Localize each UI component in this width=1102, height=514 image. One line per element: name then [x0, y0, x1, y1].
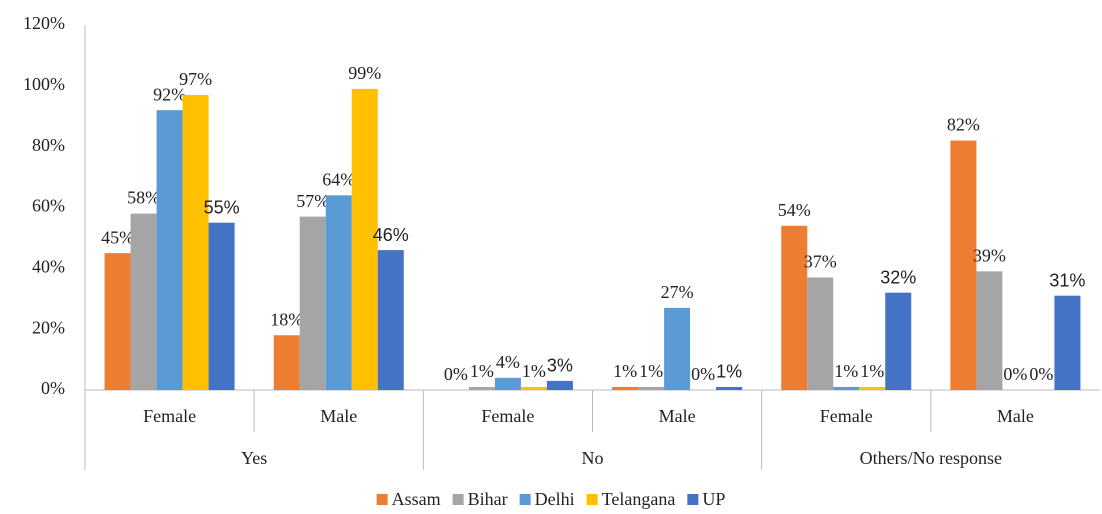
group-label: Others/No response — [860, 448, 1002, 468]
y-tick-label: 0% — [41, 378, 65, 398]
y-tick-label: 40% — [32, 256, 65, 276]
value-label: 0% — [1003, 364, 1027, 384]
legend-swatch — [687, 494, 699, 505]
x-tick-label: Male — [659, 406, 696, 426]
bar — [976, 271, 1003, 390]
x-tick-label: Male — [997, 406, 1034, 426]
x-tick-label: Female — [143, 406, 196, 426]
value-label: 0% — [444, 364, 468, 384]
value-label: 1% — [834, 361, 858, 381]
value-label: 64% — [322, 169, 355, 189]
y-tick-label: 80% — [32, 135, 65, 155]
value-label: 31% — [1049, 270, 1085, 290]
bar — [833, 386, 860, 390]
bar — [807, 277, 834, 390]
value-label: 1% — [613, 361, 637, 381]
value-label: 18% — [270, 309, 303, 329]
value-label: 54% — [778, 200, 811, 220]
bar — [156, 110, 183, 391]
bar — [885, 292, 912, 390]
y-tick-label: 60% — [32, 196, 65, 216]
value-label: 32% — [880, 267, 916, 287]
value-label: 1% — [716, 362, 742, 382]
bar — [612, 386, 639, 390]
bar — [299, 216, 326, 390]
y-tick-label: 100% — [23, 74, 65, 94]
value-label: 55% — [204, 197, 240, 217]
bar — [377, 250, 404, 390]
value-label: 97% — [179, 69, 212, 89]
legend-label: UP — [702, 489, 725, 509]
x-tick-label: Female — [481, 406, 534, 426]
value-label: 3% — [547, 356, 573, 376]
value-label: 1% — [522, 361, 546, 381]
bar — [130, 213, 157, 390]
bar — [546, 380, 573, 390]
value-label: 58% — [127, 188, 160, 208]
bar — [351, 88, 378, 390]
y-tick-label: 120% — [23, 13, 65, 33]
x-tick-label: Male — [320, 406, 357, 426]
bar — [520, 386, 547, 390]
group-label: No — [582, 448, 604, 468]
legend-label: Telangana — [602, 489, 676, 509]
bar — [273, 335, 300, 390]
legend-label: Bihar — [468, 489, 508, 509]
group-label: Yes — [241, 448, 267, 468]
bar — [716, 386, 743, 390]
y-tick-label: 20% — [32, 317, 65, 337]
bar — [950, 140, 977, 390]
value-label: 37% — [804, 252, 837, 272]
legend-label: Assam — [392, 489, 441, 509]
bar — [781, 225, 808, 390]
value-label: 45% — [101, 227, 134, 247]
value-label: 46% — [373, 225, 409, 245]
bar — [1054, 295, 1081, 390]
value-label: 4% — [496, 352, 520, 372]
bar — [638, 386, 665, 390]
bar — [325, 195, 352, 390]
value-label: 82% — [947, 115, 980, 135]
value-label: 99% — [348, 63, 381, 83]
value-label: 1% — [860, 361, 884, 381]
bar — [104, 253, 131, 390]
value-label: 27% — [661, 282, 694, 302]
value-label: 1% — [470, 361, 494, 381]
bar — [182, 94, 209, 390]
value-label: 92% — [153, 84, 186, 104]
value-label: 39% — [973, 246, 1006, 266]
legend-swatch — [519, 494, 531, 505]
bar — [664, 307, 691, 390]
x-tick-label: Female — [820, 406, 873, 426]
legend-label: Delhi — [535, 489, 575, 509]
bar — [494, 377, 521, 390]
bar — [859, 386, 886, 390]
bar — [208, 222, 235, 390]
legend-swatch — [452, 494, 464, 505]
bar — [468, 386, 495, 390]
legend-swatch — [586, 494, 598, 505]
value-label: 0% — [1029, 364, 1053, 384]
value-label: 0% — [691, 364, 715, 384]
value-label: 57% — [296, 191, 329, 211]
value-label: 1% — [639, 361, 663, 381]
legend-swatch — [376, 494, 388, 505]
